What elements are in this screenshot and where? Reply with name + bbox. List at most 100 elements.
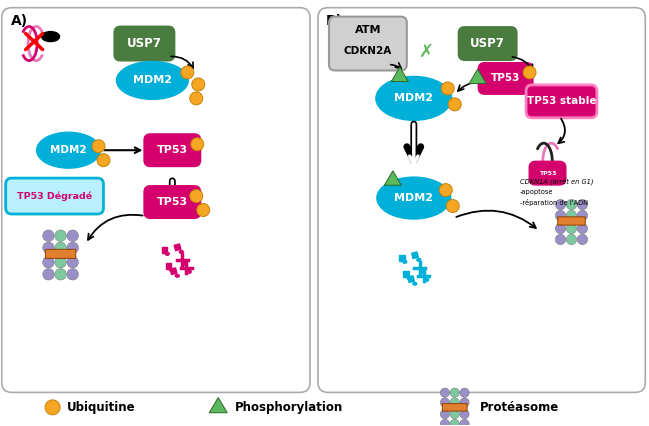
Circle shape (567, 210, 577, 221)
Circle shape (190, 92, 202, 105)
Text: TP53: TP53 (157, 197, 188, 207)
Polygon shape (209, 397, 227, 413)
Text: Phosphorylation: Phosphorylation (235, 401, 343, 414)
Circle shape (440, 419, 450, 426)
Text: TP53: TP53 (539, 171, 556, 176)
Circle shape (460, 388, 469, 397)
Text: MDM2: MDM2 (133, 75, 172, 86)
FancyBboxPatch shape (557, 217, 585, 225)
Ellipse shape (421, 271, 424, 273)
Circle shape (55, 256, 66, 268)
Circle shape (450, 398, 459, 407)
FancyBboxPatch shape (530, 162, 565, 184)
Text: ATM: ATM (354, 25, 381, 35)
Circle shape (197, 204, 210, 216)
Circle shape (448, 98, 461, 111)
Text: USP7: USP7 (471, 37, 505, 50)
FancyBboxPatch shape (329, 17, 407, 70)
Circle shape (577, 210, 587, 221)
Ellipse shape (165, 253, 169, 255)
Bar (399, 255, 404, 261)
Ellipse shape (407, 276, 411, 279)
Ellipse shape (184, 262, 187, 265)
Circle shape (43, 230, 55, 242)
Text: CDKN1A (arrêt en G1): CDKN1A (arrêt en G1) (520, 177, 593, 184)
Circle shape (577, 199, 587, 210)
Text: TP53: TP53 (491, 73, 520, 83)
Circle shape (45, 400, 60, 415)
FancyBboxPatch shape (479, 63, 533, 94)
Circle shape (450, 409, 459, 419)
Text: TP53 Dégradé: TP53 Dégradé (17, 191, 92, 201)
Circle shape (43, 256, 55, 268)
FancyBboxPatch shape (443, 403, 467, 411)
Text: Ubiquitine: Ubiquitine (67, 401, 135, 414)
Circle shape (67, 268, 79, 280)
Ellipse shape (42, 32, 60, 42)
Circle shape (577, 234, 587, 245)
Bar (165, 263, 171, 268)
FancyBboxPatch shape (526, 85, 597, 118)
FancyBboxPatch shape (114, 26, 175, 60)
Ellipse shape (413, 282, 417, 285)
Circle shape (567, 199, 577, 210)
Circle shape (192, 78, 204, 91)
Circle shape (440, 409, 450, 419)
Ellipse shape (175, 274, 179, 277)
Bar (170, 268, 177, 274)
Circle shape (43, 242, 55, 253)
Circle shape (556, 234, 566, 245)
Circle shape (460, 409, 469, 419)
Circle shape (191, 138, 204, 151)
Circle shape (55, 268, 66, 280)
Ellipse shape (188, 271, 191, 273)
Circle shape (181, 66, 194, 79)
Bar (408, 276, 414, 282)
Polygon shape (391, 67, 408, 81)
FancyBboxPatch shape (45, 249, 76, 259)
Circle shape (440, 398, 450, 407)
Circle shape (67, 230, 79, 242)
Bar (174, 244, 181, 250)
FancyBboxPatch shape (2, 8, 310, 392)
Polygon shape (384, 171, 401, 185)
Bar (411, 252, 419, 259)
Bar (162, 247, 167, 253)
Circle shape (55, 230, 66, 242)
Circle shape (190, 190, 202, 202)
Circle shape (556, 210, 566, 221)
Ellipse shape (169, 268, 173, 271)
Ellipse shape (36, 132, 101, 168)
Text: A): A) (10, 14, 28, 28)
Text: Protéasome: Protéasome (480, 401, 559, 414)
Circle shape (67, 256, 79, 268)
Text: ✗: ✗ (419, 43, 434, 60)
Ellipse shape (179, 250, 183, 253)
Text: B): B) (326, 14, 343, 28)
Text: TP53: TP53 (157, 145, 188, 155)
Circle shape (567, 223, 577, 234)
Ellipse shape (417, 259, 421, 261)
Circle shape (556, 223, 566, 234)
Polygon shape (469, 69, 486, 83)
Text: -apoptose: -apoptose (520, 189, 553, 195)
Circle shape (577, 223, 587, 234)
Circle shape (460, 398, 469, 407)
FancyBboxPatch shape (144, 186, 201, 218)
Ellipse shape (403, 260, 407, 263)
Circle shape (97, 154, 110, 167)
Text: -réparation de l'ADN: -réparation de l'ADN (520, 199, 587, 206)
Bar (403, 271, 409, 276)
Circle shape (67, 242, 79, 253)
Text: MDM2: MDM2 (50, 145, 87, 155)
Circle shape (92, 140, 105, 153)
Circle shape (439, 184, 452, 196)
Circle shape (567, 234, 577, 245)
Circle shape (447, 199, 459, 213)
Ellipse shape (116, 61, 188, 99)
Circle shape (440, 388, 450, 397)
Circle shape (450, 419, 459, 426)
Text: MDM2: MDM2 (395, 93, 434, 104)
FancyBboxPatch shape (318, 8, 645, 392)
Circle shape (556, 199, 566, 210)
